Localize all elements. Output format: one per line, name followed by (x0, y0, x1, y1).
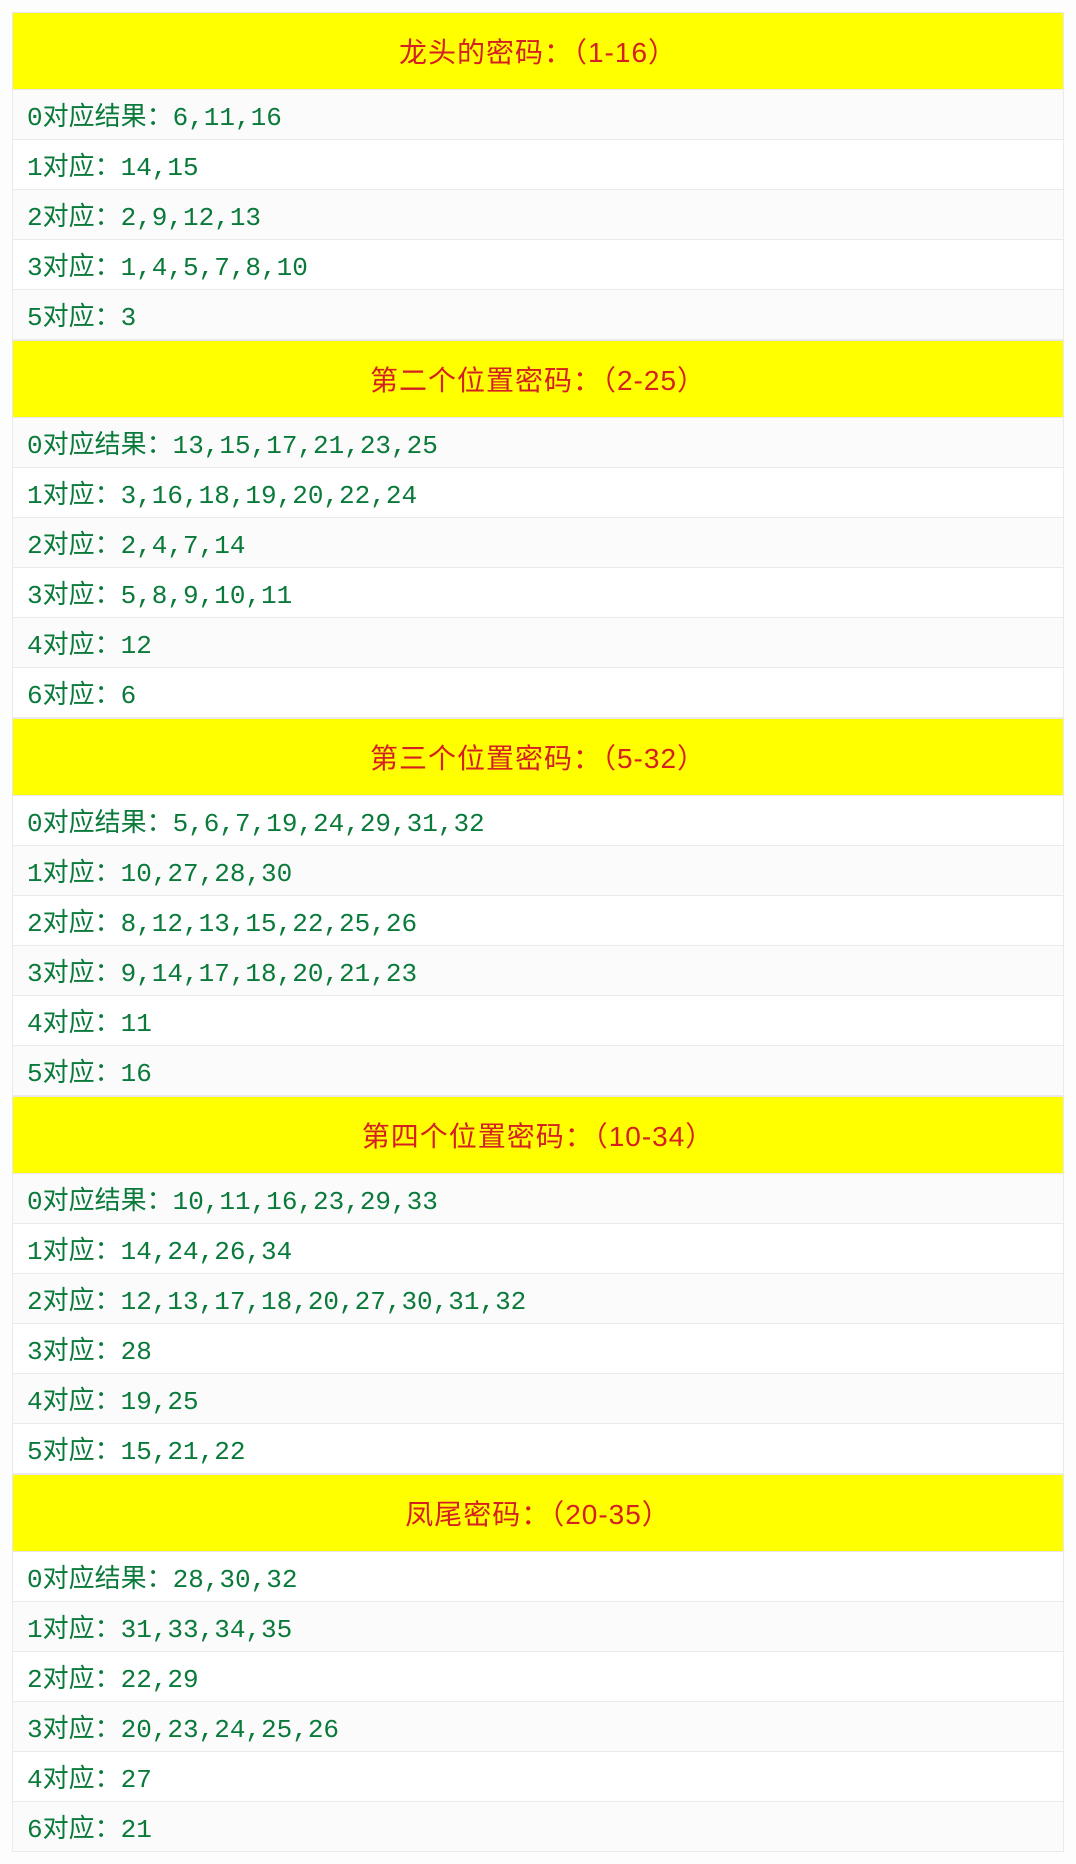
data-row: 2对应：12,13,17,18,20,27,30,31,32 (12, 1274, 1064, 1324)
data-row: 4对应：19,25 (12, 1374, 1064, 1424)
data-row: 0对应结果：10,11,16,23,29,33 (12, 1174, 1064, 1224)
data-row: 1对应：3,16,18,19,20,22,24 (12, 468, 1064, 518)
section-header: 第二个位置密码：（2-25） (12, 340, 1064, 418)
data-row: 3对应：20,23,24,25,26 (12, 1702, 1064, 1752)
data-row: 6对应：21 (12, 1802, 1064, 1852)
data-row: 1对应：31,33,34,35 (12, 1602, 1064, 1652)
data-row: 5对应：16 (12, 1046, 1064, 1096)
data-row: 4对应：12 (12, 618, 1064, 668)
code-table-container: 龙头的密码：（1-16）0对应结果：6,11,161对应：14,152对应：2,… (12, 12, 1064, 1852)
data-row: 2对应：22,29 (12, 1652, 1064, 1702)
data-row: 6对应：6 (12, 668, 1064, 718)
data-row: 0对应结果：28,30,32 (12, 1552, 1064, 1602)
section-header: 第四个位置密码：（10-34） (12, 1096, 1064, 1174)
section-header: 龙头的密码：（1-16） (12, 12, 1064, 90)
data-row: 5对应：3 (12, 290, 1064, 340)
data-row: 5对应：15,21,22 (12, 1424, 1064, 1474)
data-row: 0对应结果：5,6,7,19,24,29,31,32 (12, 796, 1064, 846)
data-row: 4对应：11 (12, 996, 1064, 1046)
data-row: 0对应结果：6,11,16 (12, 90, 1064, 140)
data-row: 1对应：14,24,26,34 (12, 1224, 1064, 1274)
data-row: 1对应：14,15 (12, 140, 1064, 190)
data-row: 2对应：2,9,12,13 (12, 190, 1064, 240)
data-row: 2对应：8,12,13,15,22,25,26 (12, 896, 1064, 946)
data-row: 3对应：1,4,5,7,8,10 (12, 240, 1064, 290)
data-row: 3对应：9,14,17,18,20,21,23 (12, 946, 1064, 996)
data-row: 1对应：10,27,28,30 (12, 846, 1064, 896)
data-row: 4对应：27 (12, 1752, 1064, 1802)
data-row: 3对应：28 (12, 1324, 1064, 1374)
section-header: 第三个位置密码：（5-32） (12, 718, 1064, 796)
data-row: 3对应：5,8,9,10,11 (12, 568, 1064, 618)
data-row: 0对应结果：13,15,17,21,23,25 (12, 418, 1064, 468)
data-row: 2对应：2,4,7,14 (12, 518, 1064, 568)
section-header: 凤尾密码：（20-35） (12, 1474, 1064, 1552)
